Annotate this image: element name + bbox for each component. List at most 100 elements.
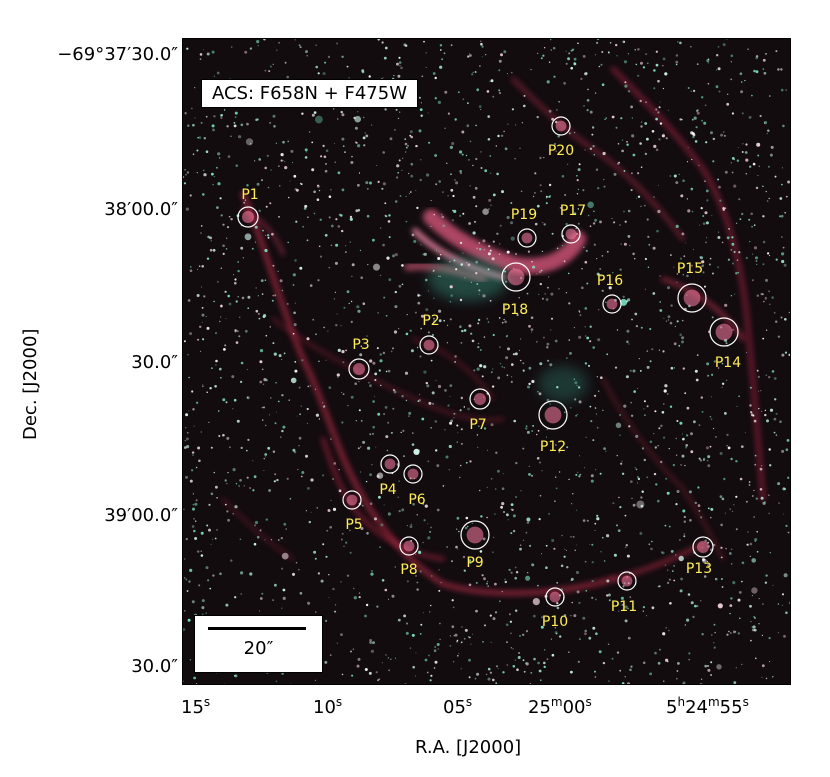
star [600,63,603,66]
star [475,157,478,161]
star [332,478,334,480]
star [709,415,712,418]
star [542,336,545,339]
star [456,639,459,642]
star [317,72,320,75]
star [418,550,422,554]
star [219,320,221,323]
star [721,382,725,385]
star [729,604,733,607]
star [720,133,724,137]
star [492,617,496,621]
star [505,304,507,307]
star [549,195,552,197]
star [719,495,723,498]
star [781,449,785,453]
star [377,679,379,682]
star [421,417,425,421]
star [506,664,509,666]
star [539,494,542,497]
star [343,306,346,309]
star [682,509,686,513]
star [357,309,361,313]
star [538,518,541,521]
star [264,453,268,456]
star [380,523,384,527]
star [448,469,450,471]
star [550,49,552,51]
star [460,172,462,175]
star [577,208,580,210]
star [372,361,376,365]
star [694,140,698,143]
star [629,668,632,672]
star [758,623,760,625]
star [213,471,215,474]
star [318,360,320,362]
star [623,60,628,64]
star [381,662,383,664]
star [741,81,743,83]
star [506,513,509,517]
star [649,360,652,363]
star [565,62,568,65]
star [200,554,204,557]
star [477,322,480,325]
star [709,445,712,448]
star [459,150,463,154]
star [680,464,682,466]
star [485,54,487,56]
star [434,76,437,80]
star [430,225,432,227]
star [705,446,709,450]
star [435,449,438,452]
star [504,320,507,324]
star [351,155,353,158]
star [696,605,699,608]
star [705,141,708,144]
star [582,55,586,58]
star [199,58,202,60]
star [767,129,770,132]
star [726,633,729,636]
star [187,354,189,356]
star [200,232,202,234]
star [688,658,690,661]
star [717,178,720,181]
star [560,564,564,568]
star [372,432,374,435]
star [753,516,755,518]
star [193,529,196,533]
star [765,278,768,282]
star [620,243,622,245]
star [522,369,525,372]
star [621,149,624,153]
star [202,384,204,386]
star [476,367,480,371]
star [277,270,279,272]
star [384,108,387,111]
star [663,403,665,405]
star [214,537,217,540]
star [374,396,376,398]
star [261,368,264,371]
star [387,421,390,424]
star [261,406,264,409]
star [223,348,226,351]
star [274,583,277,587]
star [642,66,645,69]
star [744,432,746,434]
star [616,524,618,527]
star [299,592,303,595]
star [203,49,204,51]
star [675,437,677,440]
star [201,321,203,323]
star [387,369,391,373]
star [297,469,299,471]
star [444,389,447,392]
star [254,241,256,243]
star [195,520,197,522]
star [617,529,621,532]
star [625,375,629,379]
star [510,221,514,225]
